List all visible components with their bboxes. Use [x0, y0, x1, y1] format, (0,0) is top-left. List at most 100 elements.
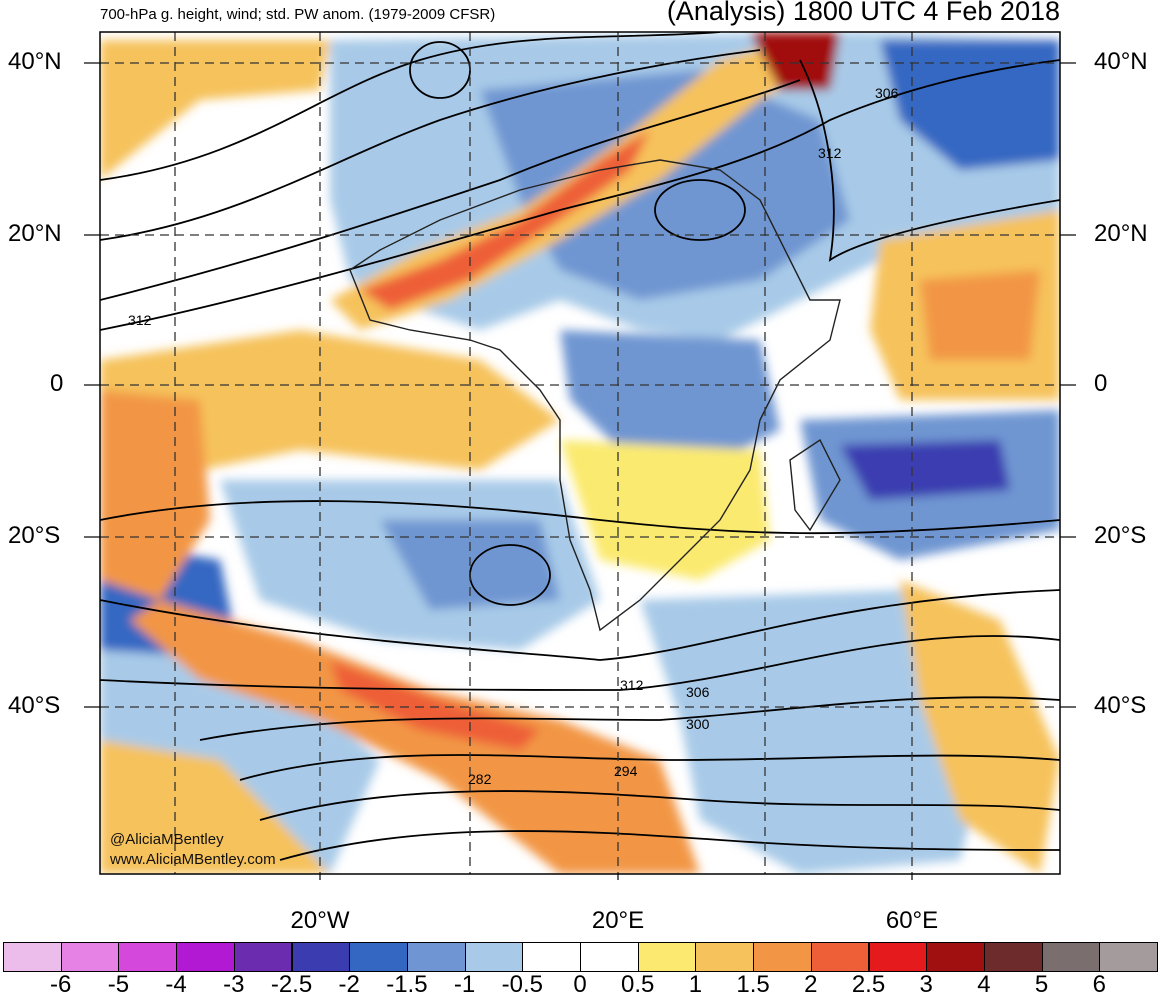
colorbar-label: -6 — [50, 971, 72, 998]
contour-label: 306 — [686, 684, 710, 700]
lat-label-right-20s: 20°S — [1094, 522, 1147, 549]
lat-label-left-40n: 40°N — [8, 48, 62, 75]
colorbar-swatch — [810, 942, 870, 972]
colorbar-label: 2.5 — [851, 971, 886, 998]
colorbar-label: 4 — [977, 971, 991, 998]
positive-anomaly-east-brazil — [100, 390, 210, 600]
positive-anomaly-south-band-core — [330, 660, 540, 750]
height-contour-11 — [259, 790, 1060, 821]
colorbar-label: -2 — [338, 971, 360, 998]
lat-label-left-20s: 20°S — [8, 522, 61, 549]
colorbar-swatch — [637, 942, 697, 972]
positive-anomaly-south-band — [130, 600, 700, 874]
axis-ticks — [84, 62, 1076, 880]
contour-label: 312 — [818, 145, 842, 161]
colorbar-swatch — [1099, 942, 1158, 972]
contour-label: 300 — [686, 716, 710, 732]
graticule — [100, 32, 1060, 874]
colorbar-swatch — [868, 942, 928, 972]
credit-handle: @AliciaMBentley — [110, 831, 224, 848]
madagascar-coastline — [789, 438, 841, 532]
colorbar-label: -0.5 — [501, 971, 543, 998]
colorbar-label: 5 — [1034, 971, 1049, 998]
negative-anomaly-northeast-core — [880, 40, 1060, 170]
colorbar-label: -1.5 — [386, 971, 428, 998]
negative-anomaly-north-africa-core — [480, 70, 850, 300]
colorbar-label: -4 — [165, 971, 187, 998]
positive-anomaly-arabian-sea-core — [920, 270, 1040, 360]
lat-label-right-40s: 40°S — [1094, 692, 1147, 719]
colorbar-label: 0.5 — [621, 971, 655, 998]
colorbar-label: -5 — [107, 971, 130, 998]
colorbar-swatch — [753, 942, 812, 972]
height-contours — [100, 32, 1060, 861]
lat-label-right-20n: 20°N — [1094, 220, 1148, 247]
height-contour-3 — [100, 79, 801, 301]
colorbar-swatch — [118, 942, 178, 972]
height-contour-6 — [100, 500, 1060, 535]
negative-anomaly-indian-core — [840, 440, 1010, 500]
colorbar-label: -1 — [453, 971, 476, 998]
positive-anomaly-southeast-band — [900, 580, 1060, 874]
contour-label: 282 — [468, 771, 492, 787]
lat-label-left-20n: 20°N — [8, 220, 62, 247]
lat-label-left-40s: 40°S — [8, 692, 61, 719]
colorbar-label: 3 — [919, 971, 933, 998]
colorbar-swatch — [349, 942, 408, 972]
colorbar-label: -3 — [223, 971, 245, 998]
negative-anomaly-central-africa — [560, 330, 780, 470]
coastlines — [349, 159, 841, 632]
lon-label-20e: 20°E — [591, 907, 645, 934]
colorbar-label: -2.5 — [270, 971, 313, 998]
positive-anomaly-northwest — [100, 40, 330, 180]
colorbar-label: 1 — [688, 971, 703, 998]
colorbar-swatch — [60, 942, 120, 972]
colorbar-swatch — [464, 942, 524, 972]
colorbar-swatch — [580, 942, 639, 972]
contour-label: 306 — [875, 85, 899, 101]
lat-label-right-40n: 40°N — [1094, 48, 1148, 75]
positive-anomaly-equatorial-atlantic — [100, 330, 560, 470]
map-title: 700-hPa g. height, wind; std. PW anom. (… — [100, 6, 496, 23]
height-contour-1 — [100, 32, 721, 181]
contour-label: 312 — [620, 677, 644, 693]
colorbar-label: 6 — [1092, 971, 1106, 998]
colorbar-swatch — [3, 942, 62, 972]
colorbar-swatch — [176, 942, 235, 972]
map-frame-border — [99, 31, 1061, 875]
analysis-time: (Analysis) 1800 UTC 4 Feb 2018 — [666, 0, 1060, 26]
lon-label-20w: 20°W — [290, 907, 350, 934]
africa-coastline — [349, 159, 841, 632]
colorbar-swatch — [1041, 942, 1101, 972]
colorbar-swatch — [291, 942, 351, 972]
positive-anomaly-north-core — [750, 32, 840, 90]
height-contour-5 — [799, 59, 1060, 262]
height-contour-7 — [100, 589, 1060, 661]
colorbar-swatch — [233, 942, 293, 972]
lat-label-right-equator: 0 — [1094, 370, 1108, 397]
anomaly-shading — [100, 32, 1060, 874]
colorbar-label: 2 — [804, 971, 818, 998]
height-contour-high-sahara — [654, 179, 746, 241]
positive-anomaly-southern-africa — [560, 440, 770, 580]
positive-anomaly-southwest-corner — [100, 740, 330, 874]
height-contour-4 — [100, 59, 1060, 331]
credit-website: www.AliciaMBentley.com — [110, 851, 276, 868]
pw-anomaly-map: 312 306 312 312 306 300 294 282 — [84, 31, 1076, 880]
colorbar-swatch — [406, 942, 466, 972]
contour-label: 294 — [614, 763, 638, 779]
negative-anomaly-southern-ocean — [640, 590, 1000, 874]
height-contour-12 — [279, 830, 1060, 861]
height-contour-10 — [239, 754, 1060, 781]
positive-anomaly-atmospheric-river-core — [360, 130, 650, 310]
contour-label: 312 — [128, 312, 152, 328]
colorbar-label: 1.5 — [736, 971, 770, 998]
colorbar-swatch — [926, 942, 985, 972]
colorbar-label: 0 — [573, 971, 587, 998]
colorbar-swatch — [522, 942, 581, 972]
height-contour-8 — [100, 635, 1060, 691]
colorbar-swatch — [983, 942, 1043, 972]
contour-labels: 312 306 312 312 306 300 294 282 — [128, 85, 899, 787]
height-contour-9 — [199, 696, 1060, 741]
colorbar-swatch — [695, 942, 755, 972]
